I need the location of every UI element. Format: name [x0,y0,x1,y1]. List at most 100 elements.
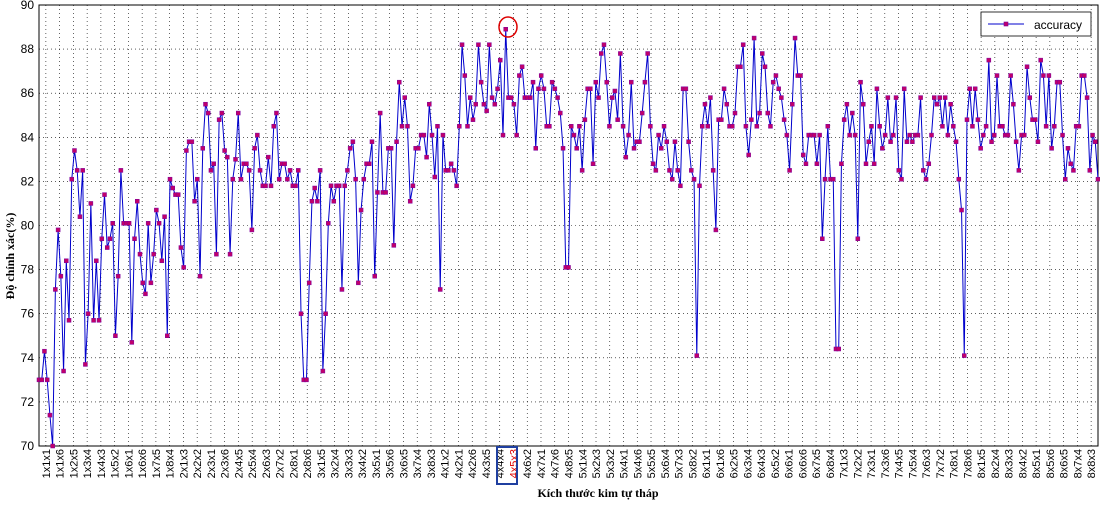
x-tick-label: 5x7x3 [674,449,686,478]
data-point [803,161,809,167]
data-point [929,132,934,138]
data-point [699,124,705,129]
data-point [533,146,538,151]
x-tick-label: 3x6x5 [399,449,411,478]
data-point [604,79,609,85]
data-point [945,132,951,138]
data-point [312,185,317,191]
data-point [730,124,735,129]
data-point [694,353,700,358]
data-point [402,95,407,100]
data-point [110,221,115,226]
data-point [1082,73,1087,78]
data-point [964,117,970,122]
data-point [388,146,394,151]
data-point [877,124,882,129]
data-point [88,201,94,206]
data-point [547,124,552,129]
data-point [536,86,541,92]
data-point [1022,132,1027,138]
x-tick-label: 3x4x2 [357,449,369,478]
data-point [615,117,620,122]
data-point [435,124,440,129]
data-point [798,73,803,78]
data-point [375,190,380,195]
data-point [934,101,940,107]
data-point [765,110,770,116]
data-point [102,192,107,197]
data-point [405,124,410,129]
data-point [618,51,623,56]
data-point [399,124,405,129]
x-tick-label: 7x8x6 [962,449,974,478]
data-point [560,146,566,151]
data-point [467,95,473,100]
data-point [792,35,798,41]
data-point [904,139,910,144]
data-point [323,311,328,316]
x-tick-label: 4x7x6 [550,449,562,478]
x-tick-label: 2x3x6 [220,449,232,478]
data-point [981,132,986,138]
x-tick-label: 6x1x1 [701,449,713,478]
data-point [800,152,806,158]
data-point [137,251,143,257]
data-point [784,132,790,138]
x-tick-label: 3x5x1 [371,449,383,478]
data-point [372,273,377,279]
data-point [953,139,959,144]
data-point [246,168,252,173]
x-tick-label: 7x7x2 [935,449,947,478]
data-point [58,273,64,279]
data-point [462,73,468,78]
data-point [514,132,519,138]
data-point [724,101,730,107]
x-tick-label: 1x6x6 [137,449,149,478]
data-point [937,95,942,100]
data-point [629,79,634,85]
data-point [91,318,96,323]
data-point [129,340,135,345]
max-point-highlight-circle [498,16,518,38]
x-tick-label: 2x2x2 [192,449,204,478]
data-point [768,124,773,129]
data-point [339,287,345,292]
data-point [143,291,148,297]
data-point [66,318,72,323]
data-point [238,176,244,182]
data-point [675,168,680,173]
data-point [113,333,118,338]
data-point [831,176,836,182]
data-point [470,117,476,122]
data-point [416,146,421,151]
data-point [211,161,216,167]
data-point [661,124,667,129]
data-point [451,168,457,173]
data-point [858,79,863,85]
data-point [691,176,697,182]
data-point [672,139,678,144]
data-point [118,168,124,173]
data-point [959,207,964,213]
x-tick-label: 6x1x6 [715,449,727,478]
data-point [1041,73,1046,78]
data-point [571,132,577,138]
data-point [200,146,206,151]
data-point [500,132,506,138]
x-tick-label: 1x8x4 [165,449,177,478]
data-point [317,168,323,173]
data-point [72,148,77,153]
data-point [484,108,489,114]
data-point [50,443,55,449]
legend: accuracy [980,11,1092,37]
data-point [342,183,347,189]
data-point [195,176,200,182]
data-point [814,161,820,167]
data-point [555,95,560,100]
data-point [940,124,945,129]
data-point [648,124,653,129]
data-point [962,353,967,358]
data-point [612,88,618,94]
data-point [47,412,53,418]
data-point [710,168,716,173]
